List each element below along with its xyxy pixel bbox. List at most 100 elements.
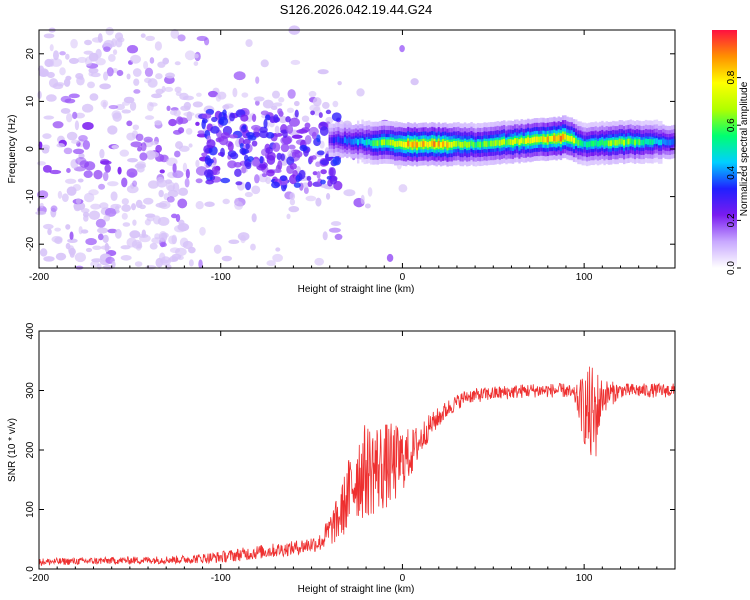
spectrogram-ridge-cell	[513, 138, 517, 144]
spectrogram-cell	[263, 118, 268, 129]
spectrogram-ridge-cell	[647, 139, 650, 145]
spectrogram-cell	[195, 159, 200, 168]
spectrogram-ridge-cell	[583, 141, 587, 147]
spectrogram-cell	[308, 155, 314, 163]
spectrogram-cell	[343, 189, 356, 197]
spectrogram-ridge-cell	[359, 137, 362, 144]
spectrogram-cell	[251, 213, 257, 223]
spectrogram-ridge-cell	[546, 136, 550, 143]
spectrogram-cell	[155, 202, 168, 208]
spectrogram-cell	[399, 45, 405, 53]
spectrogram-cell	[367, 187, 373, 197]
spectrogram-cell	[130, 141, 143, 148]
spectrogram-cell	[229, 152, 239, 160]
figure-title: S126.2026.042.19.44.G24	[280, 2, 433, 17]
snr-panel: -200 -100 0 100 0 100 200 300 400 Height of str…	[7, 322, 676, 595]
spectrogram-cell	[286, 156, 295, 166]
spectrogram-cell	[203, 169, 214, 178]
spectrogram-cell	[52, 50, 59, 61]
spectrogram-cell	[63, 147, 73, 155]
spectrogram-cell	[264, 114, 271, 121]
spectrogram-cell	[77, 178, 84, 183]
spectrogram-cell	[260, 110, 269, 116]
colorbar: 0.0 0.2 0.4 0.6 0.8 Normalized spectral ampl…	[712, 30, 750, 275]
spectrogram-ridge-cell	[503, 138, 506, 145]
spectrogram-cell	[315, 197, 322, 207]
colorbar-label: Normalized spectral amplitude	[739, 81, 750, 216]
spectrogram-cell	[133, 89, 141, 94]
spectrogram-cell	[102, 101, 107, 110]
spectrogram-ridge-cell	[333, 137, 336, 144]
spectrogram-cell	[71, 139, 80, 144]
spectrogram-cell	[122, 222, 131, 227]
spectrogram-cell	[139, 152, 148, 161]
spectrogram-cell	[205, 179, 214, 185]
spectrogram-ridge-cell	[370, 140, 373, 146]
spectrogram-cell	[129, 230, 141, 239]
spectrogram-cell	[117, 166, 122, 175]
spectrogram-cell	[91, 37, 104, 43]
spectrogram-cell	[227, 160, 237, 169]
spectrogram-cell	[245, 162, 252, 170]
spectrogram-ridge-cell	[540, 136, 543, 142]
spectrogram-ridge-cell	[548, 136, 552, 142]
spectrogram-ridge-cell	[394, 141, 397, 147]
spectrogram-cell	[74, 112, 86, 119]
spectrogram-cell	[211, 116, 218, 123]
spectrogram-ridge-cell	[461, 142, 465, 148]
spectrogram-ridge-cell	[402, 141, 406, 148]
spectrogram-cell	[316, 134, 321, 143]
spectrogram-cell	[104, 207, 117, 217]
spectrogram-ridge-cell	[561, 133, 565, 140]
spectrogram-cell	[78, 226, 83, 235]
spectrogram-ridge-cell	[653, 138, 656, 145]
spectrogram-cell	[305, 195, 317, 202]
x-tick-label: 100	[576, 272, 593, 283]
spectrogram-cell	[129, 101, 137, 111]
spectrogram-ridge-cell	[407, 140, 410, 147]
spectrogram-cell	[334, 233, 343, 240]
spectrogram-ridge-cell	[551, 135, 554, 142]
spectrogram-cell	[410, 78, 419, 86]
spectrogram-cells	[35, 25, 419, 270]
spectrogram-cell	[295, 175, 301, 183]
spectrogram-ridge-cell	[448, 141, 451, 148]
spectrogram-ridge-cell	[457, 140, 460, 147]
spectrogram-cell	[288, 205, 300, 213]
spectrogram-cell	[320, 159, 329, 166]
spectrogram-cell	[398, 184, 408, 193]
spectrogram-cell	[310, 110, 315, 116]
spectrogram-ridge-cell	[444, 141, 447, 147]
spectrogram-cell	[222, 198, 230, 205]
spectrogram-cell	[127, 158, 138, 163]
spectrogram-cell	[66, 186, 77, 196]
spectrogram-cell	[278, 97, 285, 103]
spectrogram-ridge-cell	[413, 140, 417, 147]
spectrogram-cell	[272, 253, 284, 263]
spectrogram-cell	[85, 247, 93, 253]
spectrogram-ridge-cell	[520, 137, 523, 144]
spectrogram-cell	[132, 124, 140, 131]
spectrogram-ridge-cell	[572, 137, 576, 144]
spectrogram-cell	[65, 224, 71, 230]
spectrogram-cell	[180, 105, 191, 111]
spectrogram-cell	[155, 257, 164, 268]
spectrogram-ridge-cell	[492, 140, 495, 147]
spectrogram-cell	[306, 175, 312, 181]
spectrogram-ridge-cell	[542, 136, 545, 143]
spectrogram-cell	[251, 124, 261, 131]
spectrogram-cell	[143, 136, 153, 143]
y-tick-label: -20	[25, 237, 36, 252]
spectrogram-cell	[136, 161, 146, 168]
snr-series-line	[38, 366, 676, 566]
spectrogram-cell	[80, 208, 90, 214]
spectrogram-ridge-cell	[348, 137, 351, 143]
spectrogram-ridge-cell	[575, 137, 578, 144]
spectrogram-cell	[126, 132, 136, 141]
spectrogram-cell	[66, 131, 78, 141]
spectrogram-cell	[126, 73, 131, 80]
spectrogram-cell	[266, 169, 275, 177]
spectrogram-cell	[196, 35, 208, 42]
spectrogram-cell	[95, 218, 106, 228]
